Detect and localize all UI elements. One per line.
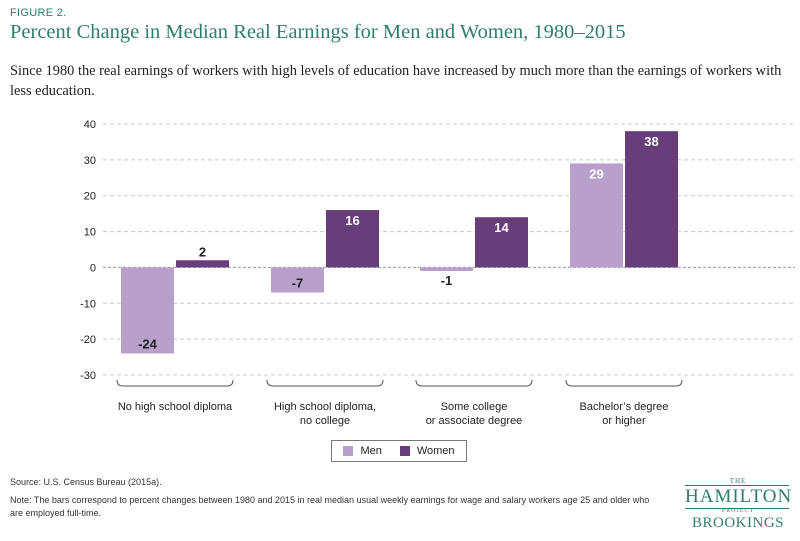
y-tick-label: 30: [84, 155, 96, 167]
bar-women: [176, 260, 229, 268]
logo-brookings: BROOKINGS: [691, 515, 784, 531]
data-label: -7: [292, 276, 304, 291]
logo-the: THE: [729, 477, 747, 485]
data-label: 2: [199, 244, 206, 259]
chart-subtitle: Since 1980 the real earnings of workers …: [10, 63, 782, 99]
legend-item-men: Men: [343, 445, 382, 457]
hamilton-brookings-logo: THE HAMILTON PROJECT BROOKINGS: [683, 477, 793, 535]
legend-item-women: Women: [399, 445, 455, 457]
legend-label-men: Men: [360, 445, 382, 457]
x-tick-label: Bachelor’s degree: [580, 401, 669, 413]
data-label: 29: [589, 166, 603, 181]
figure-label: FIGURE 2.: [10, 7, 67, 19]
bar-chart: 40 30 20 10 0 -10 -20 -30 -24 2 No high school dip…: [80, 119, 795, 427]
chart-title: Percent Change in Median Real Earnings f…: [10, 21, 626, 43]
x-tick-label: Some college: [441, 401, 508, 413]
bar-men: [420, 267, 473, 272]
logo-hamilton: HAMILTON: [685, 485, 793, 509]
data-label: 38: [644, 134, 658, 149]
bar-men: [570, 163, 623, 268]
x-tick-label: High school diploma,: [274, 401, 376, 413]
data-label: -1: [441, 273, 453, 288]
y-tick-label: 40: [84, 119, 96, 131]
legend-swatch-women: [399, 446, 410, 456]
logo-project: PROJECT: [721, 508, 755, 514]
y-tick-label: 20: [84, 191, 96, 203]
x-tick-label: or higher: [602, 415, 646, 427]
bar-men: [271, 267, 324, 293]
y-tick-label: -20: [80, 334, 96, 346]
data-label: 14: [494, 220, 509, 235]
category-bracket: [565, 379, 683, 387]
y-tick-label: -10: [80, 298, 96, 310]
category-bracket: [116, 379, 234, 387]
y-tick-label: 10: [84, 227, 96, 239]
source-note: Source: U.S. Census Bureau (2015a).: [10, 477, 162, 487]
y-tick-label: 0: [90, 262, 96, 274]
bar-women: [475, 217, 528, 268]
legend-label-women: Women: [416, 445, 455, 457]
category-bracket: [415, 379, 533, 387]
footnote: Note: The bars correspond to percent cha…: [10, 495, 650, 518]
x-tick-label: no college: [300, 415, 350, 427]
y-tick-label: -30: [80, 370, 96, 382]
bar-men: [121, 267, 174, 354]
legend-swatch-men: [343, 446, 354, 456]
x-tick-label: No high school diploma: [118, 401, 233, 413]
bar-women: [625, 131, 678, 268]
bar-women: [326, 210, 379, 268]
category-bracket: [266, 379, 384, 387]
data-label: 16: [345, 213, 359, 228]
data-label: -24: [138, 336, 158, 351]
chart-legend: Men Women: [331, 440, 467, 462]
x-tick-label: or associate degree: [426, 415, 523, 427]
